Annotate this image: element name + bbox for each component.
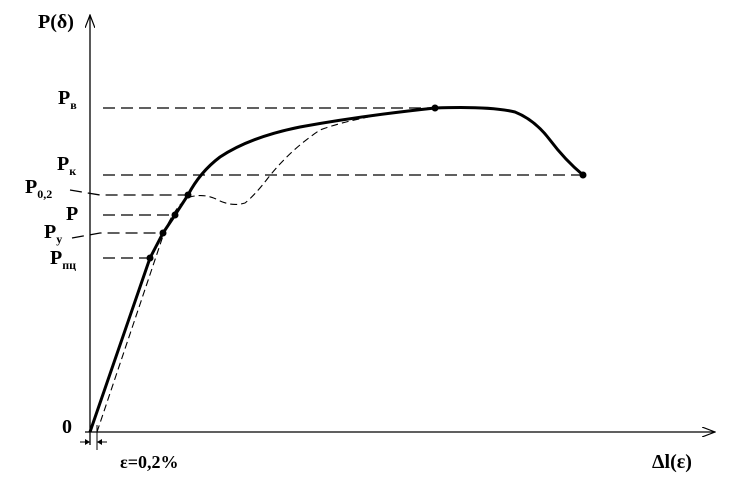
y-axis-label: P(δ) xyxy=(38,11,74,33)
level-lines xyxy=(69,107,583,259)
level-label: Pу xyxy=(44,221,62,246)
level-label: Pпц xyxy=(50,247,76,272)
subscript: в xyxy=(70,98,77,112)
level-label: Pв xyxy=(58,87,77,112)
offset-curve xyxy=(96,107,436,433)
level-label: P xyxy=(66,203,78,225)
subscript: 0,2 xyxy=(37,187,52,201)
offset-label: ε=0,2% xyxy=(120,452,178,472)
offset-marker xyxy=(80,425,107,450)
origin-label: 0 xyxy=(62,416,72,438)
load-curve xyxy=(88,106,584,433)
symbol: P xyxy=(58,87,70,109)
level-label: P0,2 xyxy=(25,176,52,201)
symbol: P xyxy=(66,203,78,225)
symbol: P xyxy=(50,247,62,269)
symbol: P xyxy=(57,153,69,175)
subscript: к xyxy=(69,164,76,178)
points xyxy=(146,104,587,262)
symbol: P xyxy=(25,176,37,198)
subscript: пц xyxy=(62,258,76,272)
x-axis-label: Δl(ε) xyxy=(652,451,692,473)
symbol: P xyxy=(44,221,56,243)
level-label: Pк xyxy=(57,153,76,178)
subscript: у xyxy=(56,232,62,246)
